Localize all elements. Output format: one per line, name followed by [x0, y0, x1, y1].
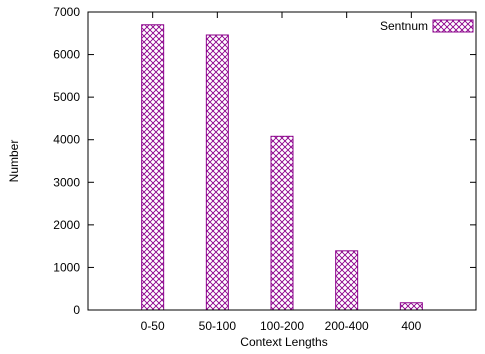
plot-frame [87, 11, 477, 311]
bar-0-50 [141, 24, 165, 311]
y-tick-label: 1000 [53, 260, 80, 274]
x-tick-label: 200-400 [325, 319, 369, 333]
bar-50-100 [205, 34, 229, 311]
bar-200-400 [335, 250, 359, 311]
x-tick-label: 100-200 [260, 319, 304, 333]
y-axis-ticks: 0 1000 2000 3000 4000 5000 6000 7000 [53, 5, 476, 317]
y-tick-label: 6000 [53, 48, 80, 62]
bar-100-200 [270, 135, 294, 311]
y-tick-label: 3000 [53, 175, 80, 189]
y-tick-label: 0 [73, 303, 80, 317]
legend: Sentnum [380, 19, 474, 33]
y-tick-label: 5000 [53, 90, 80, 104]
legend-label-sentnum: Sentnum [380, 19, 428, 33]
x-tick-label: 400 [401, 319, 421, 333]
y-tick-label: 4000 [53, 133, 80, 147]
y-axis-title: Number [7, 140, 21, 183]
bar-400 [399, 302, 423, 311]
x-axis-ticks: 0-50 50-100 100-200 200-400 400 [141, 12, 422, 333]
y-tick-label: 2000 [53, 218, 80, 232]
bars [141, 24, 423, 311]
x-axis-title: Context Lengths [240, 335, 327, 349]
legend-swatch-sentnum [432, 19, 474, 33]
x-tick-label: 50-100 [199, 319, 237, 333]
x-tick-label: 0-50 [141, 319, 165, 333]
y-tick-label: 7000 [53, 5, 80, 19]
